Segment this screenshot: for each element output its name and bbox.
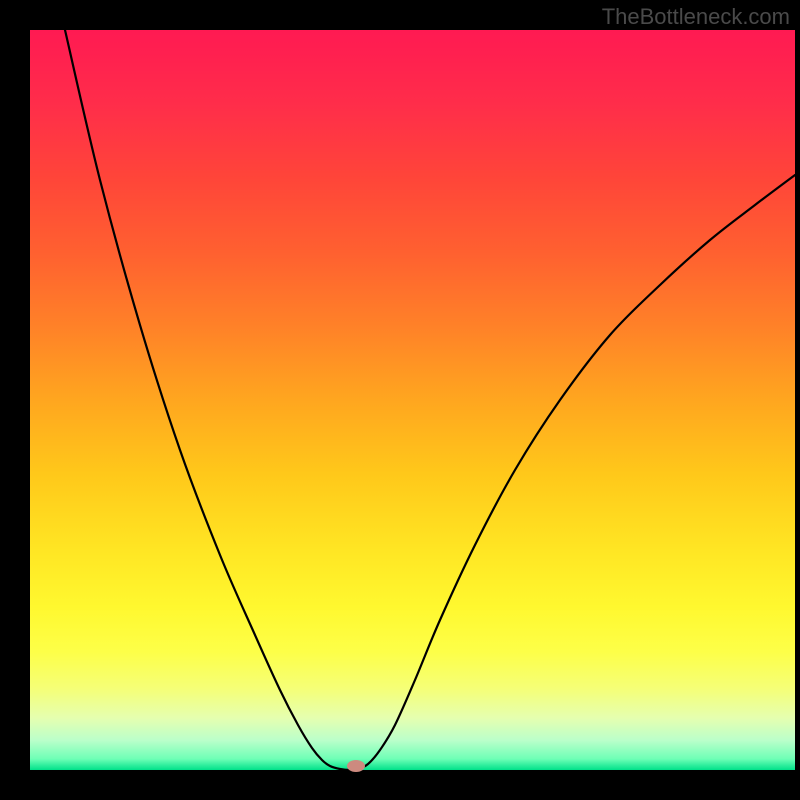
watermark-text: TheBottleneck.com xyxy=(602,4,790,30)
optimum-marker xyxy=(347,760,365,772)
chart-container: TheBottleneck.com xyxy=(0,0,800,800)
plot-background xyxy=(30,30,795,770)
bottleneck-chart xyxy=(0,0,800,800)
